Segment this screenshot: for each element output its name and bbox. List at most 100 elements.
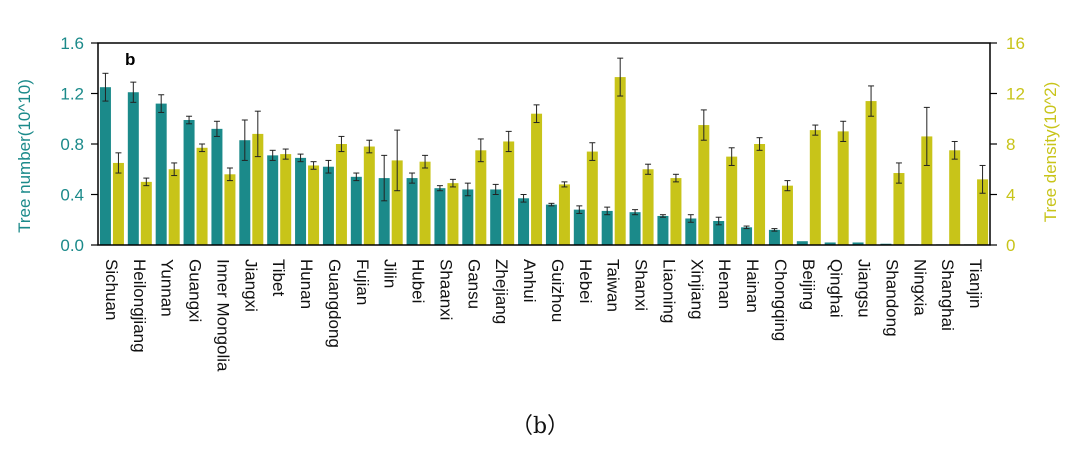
bar-tree-density (503, 141, 515, 245)
bar-tree-density (809, 130, 821, 245)
panel-label: b (125, 50, 135, 69)
bar-tree-density (977, 179, 989, 245)
category-label: Taiwan (604, 259, 623, 312)
bar-tree-number (518, 198, 530, 245)
bar-tree-density (837, 131, 849, 245)
bar-tree-number (462, 189, 474, 245)
left-axis: 0.0 0.4 0.8 1.2 1.6 (60, 34, 98, 255)
left-tick-label: 1.2 (60, 85, 84, 104)
right-tick-label: 0 (1006, 236, 1015, 255)
bar-tree-number (629, 212, 641, 245)
category-label: Liaoning (659, 259, 678, 323)
right-axis: 0 4 8 12 16 (990, 34, 1025, 255)
right-axis-title: Tree density(10^2) (1041, 82, 1060, 223)
bar-tree-number (713, 221, 725, 245)
bar-tree-density (280, 154, 292, 245)
bar-tree-number (657, 215, 669, 245)
bar-tree-density (558, 184, 570, 245)
category-label: Sichuan (102, 259, 121, 320)
bar-tree-density (252, 133, 264, 245)
category-label: Hubei (409, 259, 428, 303)
category-label: Xinjiang (687, 259, 706, 320)
bar-tree-number (852, 242, 864, 245)
category-label: Yunnan (158, 259, 177, 317)
bar-tree-density (196, 147, 208, 245)
bar-tree-number (322, 166, 334, 245)
right-tick-label: 4 (1006, 186, 1015, 205)
bar-tree-number (183, 120, 195, 245)
bar-tree-number (350, 176, 362, 245)
category-label: Jilin (381, 259, 400, 288)
bar-tree-number (99, 87, 111, 245)
bar-tree-number (295, 157, 307, 245)
bar-tree-number (741, 227, 753, 245)
bar-tree-density (781, 185, 793, 245)
left-tick-label: 0.0 (60, 236, 84, 255)
bar-tree-density (140, 181, 152, 245)
left-axis-title: Tree number(10^10) (15, 79, 34, 233)
bar-chart: 0.0 0.4 0.8 1.2 1.6 0 4 8 12 16 Sichuan Heilongji… (15, 34, 1060, 372)
bar-tree-number (211, 128, 223, 245)
bar-tree-number (127, 92, 139, 245)
bar-tree-density (363, 146, 375, 245)
bar-tree-number (824, 242, 836, 245)
category-label: Fujian (353, 259, 372, 305)
bar-tree-number (573, 209, 585, 245)
bar-tree-density (112, 162, 124, 245)
category-label: Chongqing (771, 259, 790, 341)
category-labels: Sichuan Heilongjiang Yunnan Guangxi Inner Mo… (102, 259, 985, 372)
bar-tree-number (155, 103, 167, 245)
bar-tree-density (308, 165, 320, 245)
bar-tree-number (434, 188, 446, 245)
category-label: Shandong (882, 259, 901, 337)
bar-tree-density (893, 173, 905, 245)
bar-tree-number (267, 155, 279, 245)
bar-tree-density (447, 183, 459, 245)
bar-tree-density (698, 125, 710, 245)
category-label: Shanxi (632, 259, 651, 311)
bar-tree-number (768, 229, 780, 245)
bar-tree-density (224, 174, 236, 245)
bar-tree-number (601, 210, 613, 245)
category-label: Beijing (799, 259, 818, 310)
bar-tree-number (378, 178, 390, 245)
category-label: Inner Mongolia (213, 259, 232, 372)
category-label: Hainan (743, 259, 762, 313)
bar-tree-density (726, 156, 738, 245)
bar-tree-number (490, 189, 502, 245)
bar-tree-number (545, 204, 557, 245)
category-label: Tianjin (966, 259, 985, 308)
category-label: Guangxi (186, 259, 205, 322)
category-label: Gansu (464, 259, 483, 309)
bar-tree-density (586, 151, 598, 245)
figure-caption: （b） (510, 414, 570, 439)
left-tick-label: 0.4 (60, 186, 84, 205)
bar-series (99, 57, 989, 246)
bar-tree-density (168, 169, 180, 245)
bar-tree-number (685, 218, 697, 245)
bar-tree-density (419, 161, 431, 245)
category-label: Guangdong (325, 259, 344, 348)
right-tick-label: 8 (1006, 135, 1015, 154)
bar-tree-density (865, 101, 877, 245)
bar-tree-density (531, 113, 543, 245)
bar-tree-density (614, 77, 626, 246)
category-label: Qinghai (827, 259, 846, 318)
category-label: Shaanxi (436, 259, 455, 320)
bar-tree-density (335, 144, 347, 245)
category-label: Shanghai (938, 259, 957, 331)
bar-tree-number (406, 178, 418, 245)
bar-tree-density (949, 150, 961, 245)
right-tick-label: 16 (1006, 34, 1025, 53)
category-label: Ningxia (910, 259, 929, 316)
plot-frame (97, 42, 991, 246)
bar-tree-density (642, 169, 654, 245)
category-label: Jiangsu (855, 259, 874, 318)
category-label: Guizhou (548, 259, 567, 322)
category-label: Anhui (520, 259, 539, 302)
category-label: Henan (715, 259, 734, 309)
bar-tree-number (239, 140, 251, 245)
category-label: Heilongjiang (130, 259, 149, 353)
bar-tree-density (921, 136, 933, 245)
category-label: Hebei (576, 259, 595, 303)
